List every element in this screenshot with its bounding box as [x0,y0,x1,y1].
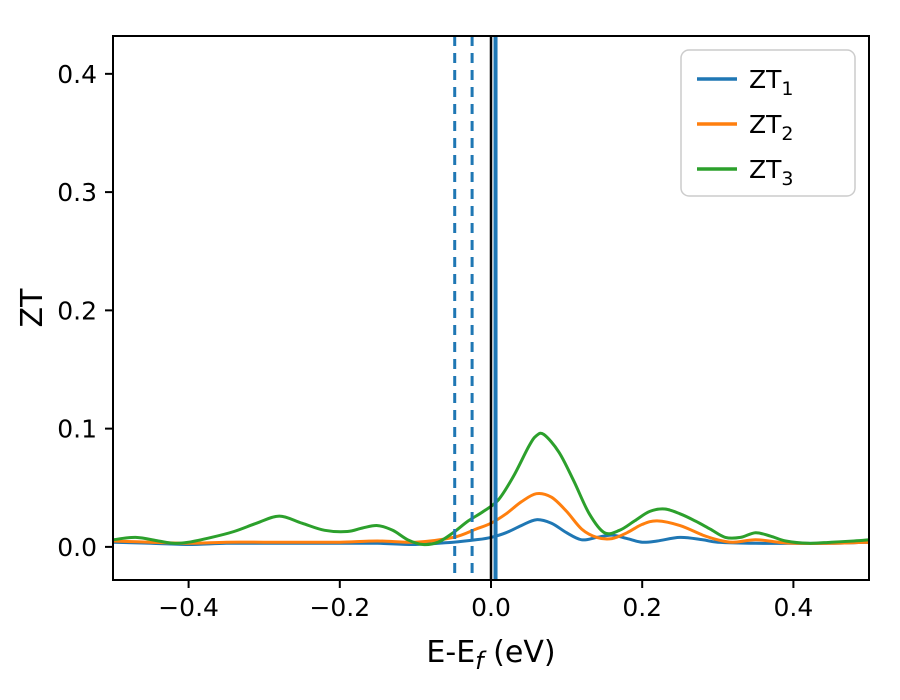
y-tick-label: 0.3 [57,178,97,207]
y-tick-label: 0.1 [57,415,97,444]
y-tick-label: 0.4 [57,60,97,89]
legend-label-ZT3: ZT3 [749,155,794,190]
legend-label-ZT1: ZT1 [749,65,794,100]
y-tick-label: 0.2 [57,296,97,325]
x-tick-label: −0.4 [158,593,219,622]
legend-box [680,49,856,197]
x-tick-label: −0.2 [309,593,370,622]
x-tick-label: 0.0 [471,593,511,622]
legend: ZT1 ZT2 ZT3 [680,49,856,197]
series-line-ZT3 [113,431,869,547]
series-line-ZT2 [113,492,869,545]
plot-area [113,36,869,580]
x-tick-label: 0.2 [622,593,662,622]
x-axis-label: E-Ef (eV) [426,635,555,675]
x-tick-label: 0.4 [774,593,814,622]
legend-label-ZT2: ZT2 [749,110,794,145]
y-axis-label: ZT [15,288,50,328]
y-tick-label: 0.0 [57,533,97,562]
